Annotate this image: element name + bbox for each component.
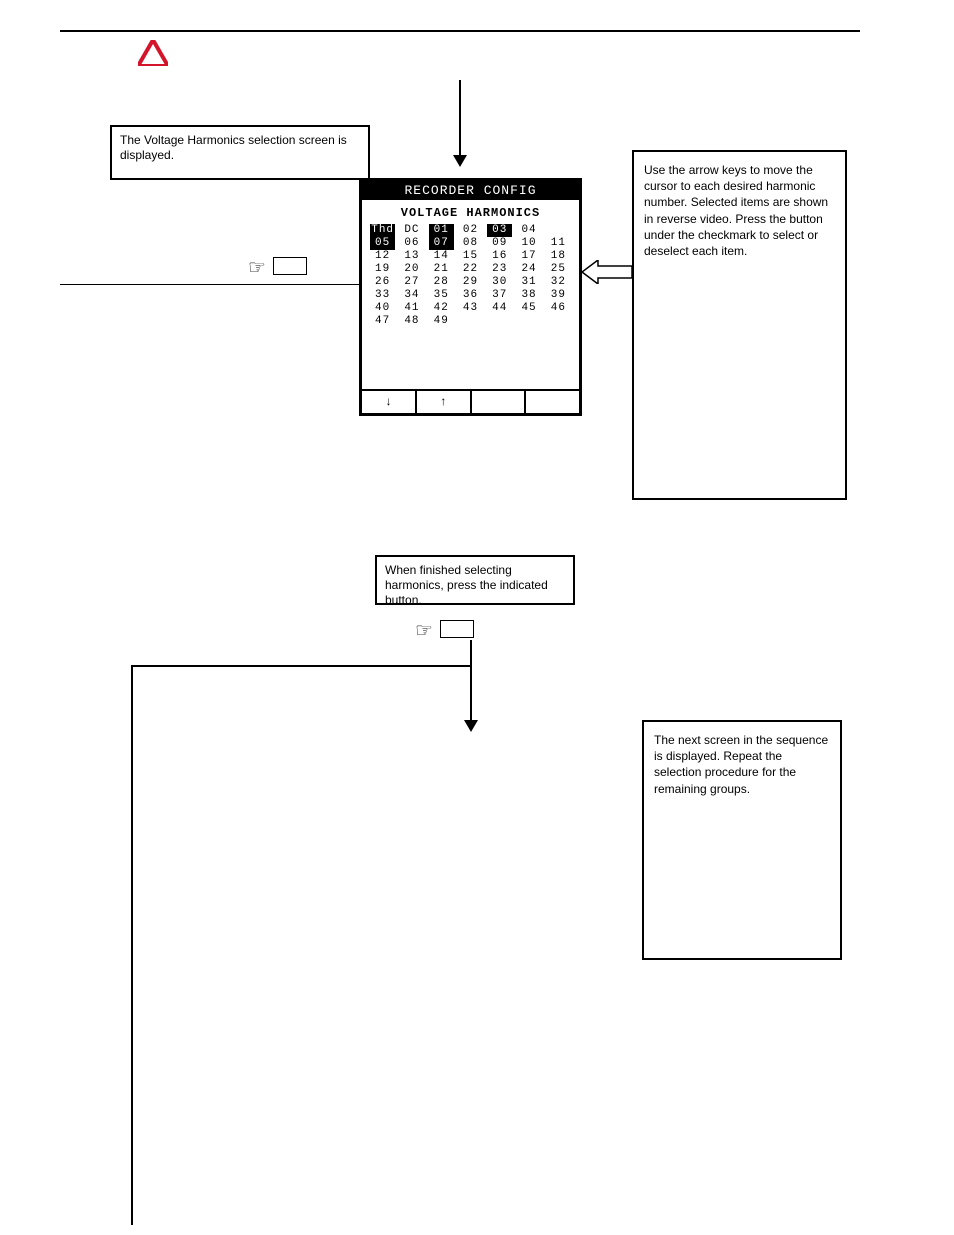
lcd-screen: RECORDER CONFIG VOLTAGE HARMONICS ThdDC0… xyxy=(359,178,582,416)
harmonic-cell[interactable]: 43 xyxy=(458,302,483,315)
harmonic-cell[interactable]: 14 xyxy=(429,250,454,263)
instruction-box: The Voltage Harmonics selection screen i… xyxy=(110,125,370,180)
harmonic-cell[interactable]: DC xyxy=(399,224,424,237)
harmonic-cell[interactable]: 44 xyxy=(487,302,512,315)
harmonic-cell[interactable] xyxy=(458,315,483,328)
instruction-box: When finished selecting harmonics, press… xyxy=(375,555,575,605)
harmonic-cell[interactable]: 46 xyxy=(546,302,571,315)
harmonic-cell[interactable]: 02 xyxy=(458,224,483,237)
button-ref-box xyxy=(273,257,307,275)
harmonic-cell[interactable]: 39 xyxy=(546,289,571,302)
harmonic-cell[interactable]: 36 xyxy=(458,289,483,302)
instruction-text: When finished selecting harmonics, press… xyxy=(385,563,548,607)
open-arrow-left-icon xyxy=(582,260,632,289)
harmonic-cell[interactable]: 03 xyxy=(487,224,512,237)
softkey-3[interactable] xyxy=(472,391,527,413)
harmonic-cell[interactable]: 41 xyxy=(399,302,424,315)
connector-line xyxy=(60,284,360,285)
harmonic-cell[interactable]: 35 xyxy=(429,289,454,302)
harmonic-cell[interactable]: 29 xyxy=(458,276,483,289)
harmonic-cell[interactable]: 22 xyxy=(458,263,483,276)
harmonic-cell[interactable]: 13 xyxy=(399,250,424,263)
harmonic-cell[interactable]: Thd xyxy=(370,224,395,237)
connector-line xyxy=(131,665,133,1225)
harmonic-cell[interactable]: 07 xyxy=(429,237,454,250)
explain-text: Use the arrow keys to move the cursor to… xyxy=(644,163,828,258)
explain-box: Use the arrow keys to move the cursor to… xyxy=(632,150,847,500)
harmonic-cell[interactable]: 08 xyxy=(458,237,483,250)
grid-row: Thd DC 01 02 03 04 xyxy=(370,224,571,237)
harmonic-cell[interactable]: 01 xyxy=(429,224,454,237)
flow-arrow-head-icon xyxy=(453,155,467,167)
grid-row: 05 06 07 08 09 10 11 xyxy=(370,237,571,250)
harmonic-cell[interactable]: 30 xyxy=(487,276,512,289)
harmonic-cell[interactable]: 48 xyxy=(399,315,424,328)
harmonic-cell[interactable]: 06 xyxy=(399,237,424,250)
harmonic-cell[interactable]: 31 xyxy=(516,276,541,289)
connector-line xyxy=(131,665,471,667)
harmonic-cell[interactable]: 37 xyxy=(487,289,512,302)
flow-arrow-head-icon xyxy=(464,720,478,732)
instruction-text: The Voltage Harmonics selection screen i… xyxy=(120,133,347,162)
harmonic-cell[interactable]: 20 xyxy=(399,263,424,276)
harmonic-cell[interactable]: 21 xyxy=(429,263,454,276)
harmonic-cell[interactable]: 19 xyxy=(370,263,395,276)
harmonics-grid: ThdDC01020304050607080910111213141516171… xyxy=(362,222,579,328)
harmonic-cell[interactable]: 26 xyxy=(370,276,395,289)
harmonic-cell[interactable]: 33 xyxy=(370,289,395,302)
harmonic-cell[interactable]: 05 xyxy=(370,237,395,250)
harmonic-cell[interactable]: 40 xyxy=(370,302,395,315)
harmonic-cell[interactable]: 27 xyxy=(399,276,424,289)
harmonic-cell[interactable] xyxy=(487,315,512,328)
harmonic-cell[interactable]: 34 xyxy=(399,289,424,302)
harmonic-cell[interactable]: 25 xyxy=(546,263,571,276)
grid-row: 19 20 21 22 23 24 25 xyxy=(370,263,571,276)
harmonic-cell[interactable]: 38 xyxy=(516,289,541,302)
harmonic-cell[interactable]: 42 xyxy=(429,302,454,315)
harmonic-cell[interactable]: 24 xyxy=(516,263,541,276)
harmonic-cell[interactable]: 11 xyxy=(546,237,571,250)
harmonic-cell[interactable]: 47 xyxy=(370,315,395,328)
harmonic-cell[interactable] xyxy=(546,224,571,237)
flow-arrow xyxy=(470,640,472,725)
explain-text: The next screen in the sequence is displ… xyxy=(654,733,828,796)
grid-row: 40 41 42 43 44 45 46 xyxy=(370,302,571,315)
flow-arrow xyxy=(459,80,461,158)
harmonic-cell[interactable]: 15 xyxy=(458,250,483,263)
explain-box: The next screen in the sequence is displ… xyxy=(642,720,842,960)
harmonic-cell[interactable]: 17 xyxy=(516,250,541,263)
button-ref-box xyxy=(440,620,474,638)
harmonic-cell[interactable]: 49 xyxy=(429,315,454,328)
hand-pointer-icon: ☞ xyxy=(248,255,266,280)
flow-canvas: The Voltage Harmonics selection screen i… xyxy=(0,0,954,1235)
softkey-down[interactable]: ↓ xyxy=(362,391,417,413)
softkey-4[interactable] xyxy=(526,391,579,413)
grid-row: 12 13 14 15 16 17 18 xyxy=(370,250,571,263)
harmonic-cell[interactable] xyxy=(546,315,571,328)
harmonic-cell[interactable]: 09 xyxy=(487,237,512,250)
harmonic-cell[interactable]: 45 xyxy=(516,302,541,315)
harmonic-cell[interactable]: 12 xyxy=(370,250,395,263)
grid-row: 33 34 35 36 37 38 39 xyxy=(370,289,571,302)
harmonic-cell[interactable]: 10 xyxy=(516,237,541,250)
lcd-title: RECORDER CONFIG xyxy=(362,181,579,200)
hand-pointer-icon: ☞ xyxy=(415,618,433,643)
harmonic-cell[interactable]: 32 xyxy=(546,276,571,289)
grid-row: 26 27 28 29 30 31 32 xyxy=(370,276,571,289)
harmonic-cell[interactable]: 23 xyxy=(487,263,512,276)
grid-row: 47 48 49 xyxy=(370,315,571,328)
harmonic-cell[interactable]: 16 xyxy=(487,250,512,263)
lcd-subtitle: VOLTAGE HARMONICS xyxy=(362,200,579,222)
harmonic-cell[interactable]: 28 xyxy=(429,276,454,289)
harmonic-cell[interactable] xyxy=(516,315,541,328)
softkey-up[interactable]: ↑ xyxy=(417,391,472,413)
lcd-softkey-row: ↓ ↑ xyxy=(362,389,579,413)
harmonic-cell[interactable]: 04 xyxy=(516,224,541,237)
harmonic-cell[interactable]: 18 xyxy=(546,250,571,263)
